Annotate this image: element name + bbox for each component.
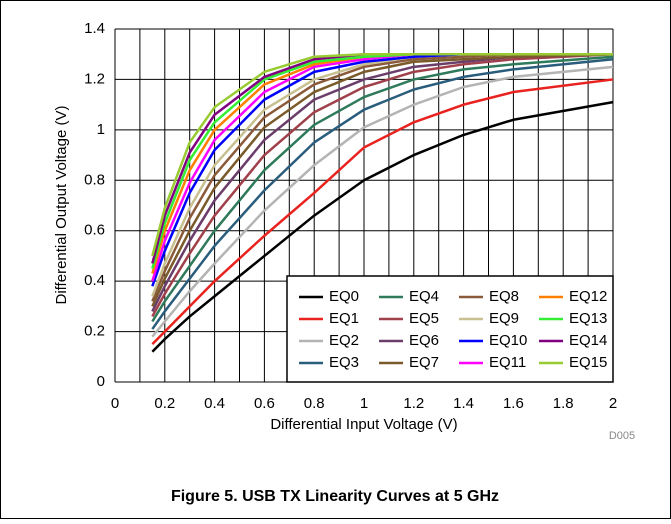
legend-label: EQ7 [409,354,439,371]
y-tick-label: 0 [97,373,105,390]
legend-label: EQ3 [329,354,359,371]
legend-label: EQ0 [329,288,359,305]
series-line [151,52,613,302]
legend-label: EQ8 [489,288,519,305]
x-tick-label: 0.4 [204,395,225,412]
x-tick-label: 0.6 [254,395,275,412]
caption: Figure 5. USB TX Linearity Curves at 5 G… [171,488,499,505]
x-tick-label: 0 [111,395,119,412]
series-line [151,58,614,330]
legend-label: EQ15 [569,354,607,371]
x-tick-label: 1 [360,395,368,412]
y-tick-label: 0.2 [84,323,105,340]
y-tick-label: 1.2 [84,70,105,87]
legend-label: EQ6 [409,332,439,349]
y-tick-label: 0.6 [84,222,105,239]
legend-label: EQ11 [489,354,526,371]
legend-box [286,275,614,383]
series-line [151,100,614,353]
series-line [151,52,614,312]
x-tick-label: 1.8 [553,395,574,412]
series-line [151,52,613,257]
legend-label: EQ13 [569,310,607,327]
legend-label: EQ4 [409,288,439,305]
series-line [151,55,614,323]
legend-label: EQ14 [569,332,607,349]
x-tick-label: 1.4 [453,395,474,412]
series-line [151,52,614,318]
x-tick-label: 1.2 [403,395,424,412]
legend-label: EQ2 [329,332,359,349]
legend-label: EQ10 [489,332,527,349]
series-line [151,65,614,338]
x-tick-label: 1.6 [503,395,524,412]
x-tick-label: 0.2 [154,395,175,412]
y-axis-label: Differential Output Voltage (V) [53,105,70,304]
legend-label: EQ12 [569,288,607,305]
x-tick-label: 2 [609,395,617,412]
legend-label: EQ1 [329,310,359,327]
x-axis-label: Differential Input Voltage (V) [270,416,457,433]
y-tick-label: 1 [97,121,105,138]
figure-id: D005 [609,430,635,442]
y-tick-label: 0.4 [84,272,105,289]
x-tick-label: 0.8 [304,395,325,412]
y-tick-label: 1.4 [84,20,105,37]
series-line [151,52,614,307]
legend-label: EQ5 [409,310,439,327]
series-line [151,78,614,346]
y-tick-label: 0.8 [84,171,105,188]
legend-label: EQ9 [489,310,519,327]
